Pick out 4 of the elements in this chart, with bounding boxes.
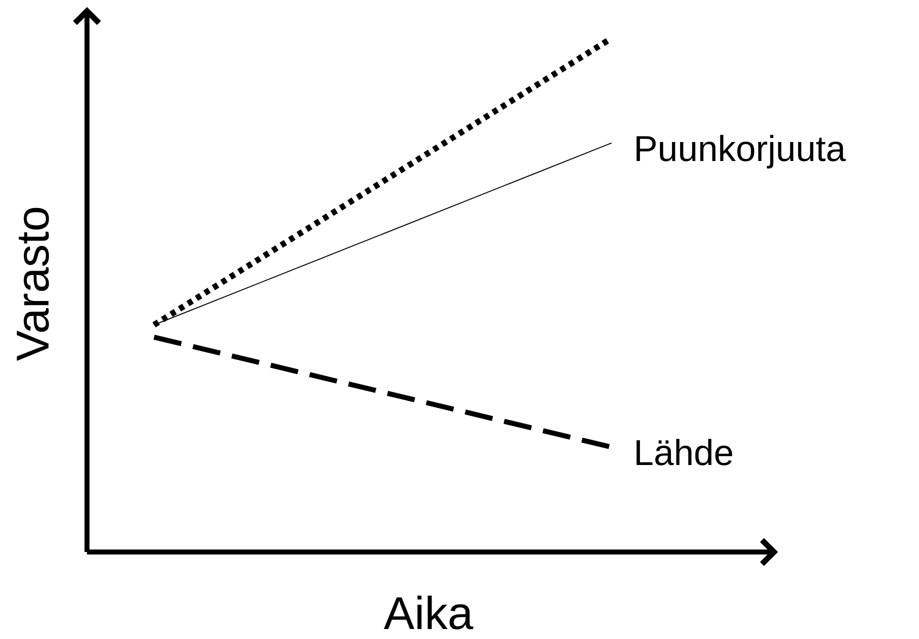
y-axis-title: Varasto: [6, 206, 58, 362]
series-label: Puunkorjuuta: [634, 128, 847, 169]
series-label: Lähde: [634, 432, 734, 474]
x-axis-title: Aika: [384, 587, 474, 639]
